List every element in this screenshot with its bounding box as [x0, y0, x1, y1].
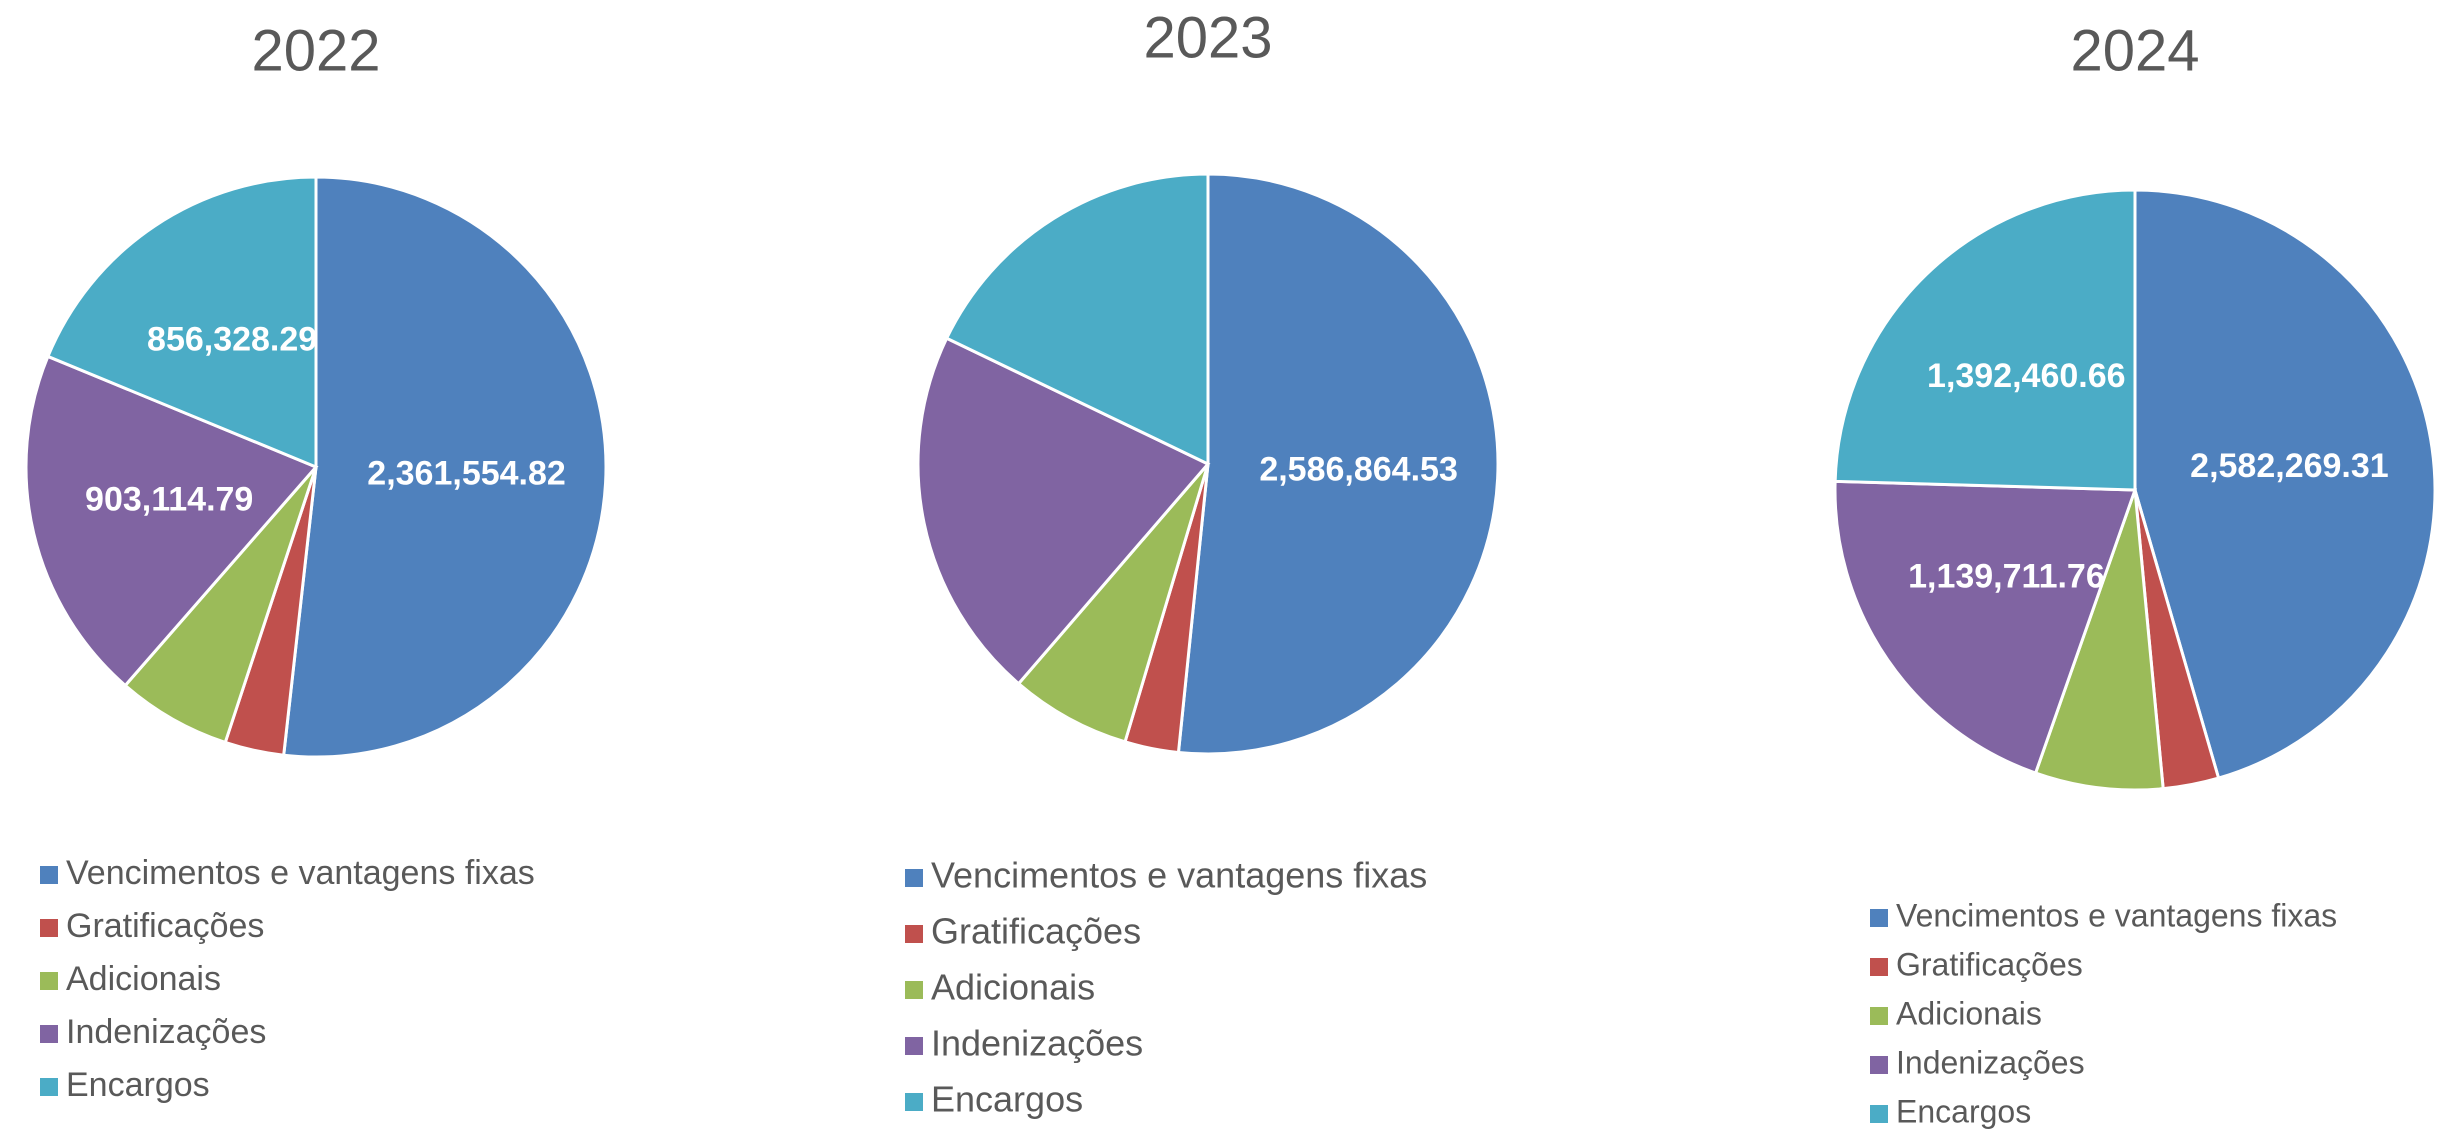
pie-slice — [2033, 489, 2165, 792]
legend-label: Vencimentos e vantagens fixas — [66, 854, 535, 892]
legend-label: Adicionais — [1896, 995, 2042, 1031]
pie-slice — [123, 466, 318, 745]
legend-swatch — [1870, 1007, 1888, 1025]
legend-label: Gratificações — [1896, 946, 2083, 982]
legend-swatch — [905, 925, 923, 943]
legend-label: Vencimentos e vantagens fixas — [931, 855, 1427, 896]
legend-label: Gratificações — [66, 907, 264, 945]
data-label: 856,328.29 — [147, 321, 317, 359]
legend-label: Encargos — [931, 1079, 1083, 1120]
legend-swatch — [1870, 1056, 1888, 1074]
legend-label: Vencimentos e vantagens fixas — [1896, 897, 2337, 933]
legend-swatch — [1870, 958, 1888, 976]
pie-slice — [2133, 188, 2437, 780]
legend-swatch — [1870, 1105, 1888, 1123]
pie-slice — [1833, 188, 2137, 492]
legend-swatch — [905, 981, 923, 999]
legend-label: Indenizações — [66, 1013, 266, 1051]
legend-swatch — [40, 972, 58, 990]
legend-swatch — [40, 1025, 58, 1043]
pie-slice — [45, 175, 318, 470]
chart-title: 2022 — [251, 18, 380, 83]
legend-swatch — [40, 919, 58, 937]
legend-swatch — [1870, 909, 1888, 927]
pie-slice — [1833, 479, 2138, 775]
chart-title: 2024 — [2070, 18, 2199, 83]
data-label: 2,361,554.82 — [367, 454, 566, 492]
legend-swatch — [905, 1037, 923, 1055]
pie-slice — [1016, 463, 1210, 744]
pie-slice — [944, 172, 1210, 467]
data-label: 2,582,269.31 — [2190, 447, 2389, 485]
data-label: 903,114.79 — [85, 481, 253, 519]
legend-swatch — [905, 1093, 923, 1111]
legend-label: Indenizações — [931, 1023, 1143, 1064]
legend-label: Adicionais — [66, 960, 221, 998]
chart-title: 2023 — [1143, 5, 1272, 70]
legend-swatch — [40, 1078, 58, 1096]
pie-slice — [282, 175, 608, 759]
data-label: 2,586,864.53 — [1259, 451, 1458, 489]
legend-label: Indenizações — [1896, 1044, 2085, 1080]
legend-label: Encargos — [1896, 1093, 2031, 1129]
pie-slice — [916, 336, 1211, 686]
legend-swatch — [905, 869, 923, 887]
legend-label: Adicionais — [931, 967, 1095, 1008]
data-label: 1,392,460.66 — [1927, 357, 2126, 395]
legend-label: Encargos — [66, 1066, 210, 1104]
pie-slice — [1176, 172, 1500, 756]
legend-swatch — [40, 866, 58, 884]
data-label: 1,139,711.76 — [1908, 557, 2105, 595]
legend-label: Gratificações — [931, 911, 1141, 952]
